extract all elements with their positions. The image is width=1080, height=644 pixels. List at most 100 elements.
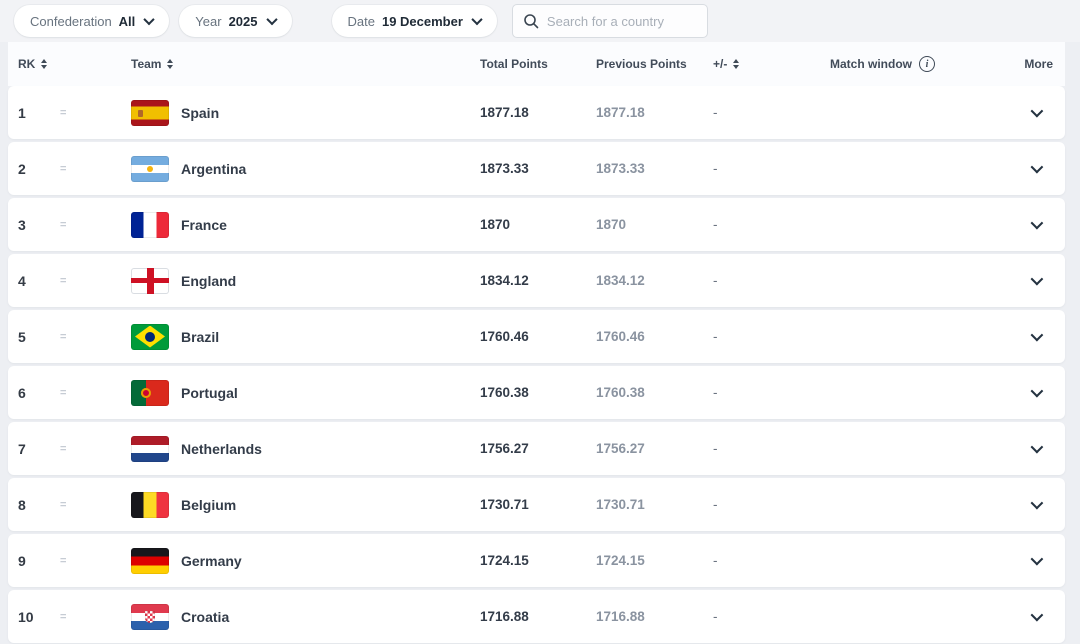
header-previous-points: Previous Points (596, 57, 687, 71)
rank-value: 8 (18, 496, 26, 513)
expand-row-button[interactable] (1005, 384, 1065, 398)
expand-row-button[interactable] (1005, 216, 1065, 230)
plus-minus-value: - (713, 105, 718, 120)
expand-row-button[interactable] (1005, 608, 1065, 622)
chevron-down-icon (1030, 496, 1043, 510)
table-row[interactable]: 4 = England 1834.12 1834.12 - (8, 254, 1065, 307)
expand-row-button[interactable] (1005, 440, 1065, 454)
flag-cell (121, 211, 171, 238)
table-header: RK Team Total Points Previous Points +/-… (8, 42, 1065, 86)
rank-value: 1 (18, 104, 26, 121)
table-row[interactable]: 1 = Spain 1877.18 1877.18 - (8, 86, 1065, 139)
plus-minus-value: - (713, 329, 718, 344)
flag-cell (121, 547, 171, 574)
header-plus-minus[interactable]: +/- (713, 57, 830, 71)
table-row[interactable]: 7 = Netherlands 1756.27 1756.27 - (8, 422, 1065, 475)
flag-cell (121, 603, 171, 630)
flag-cell (121, 323, 171, 350)
plus-minus-value: - (713, 609, 718, 624)
table-row[interactable]: 9 = Germany 1724.15 1724.15 - (8, 534, 1065, 587)
total-points-value: 1877.18 (480, 105, 529, 120)
france-flag (131, 211, 169, 238)
confederation-filter-value: All (118, 13, 136, 29)
header-rank[interactable]: RK (8, 57, 52, 71)
total-points-value: 1870 (480, 217, 511, 232)
rank-value: 3 (18, 216, 26, 233)
flag-cell (121, 379, 171, 406)
chevron-down-icon (471, 13, 483, 26)
total-points-value: 1873.33 (480, 161, 529, 176)
table-body: 1 = Spain 1877.18 1877.18 - 2 = Argentin… (0, 86, 1080, 643)
rank-change-indicator: = (60, 162, 67, 175)
table-row[interactable]: 5 = Brazil 1760.46 1760.46 - (8, 310, 1065, 363)
header-match-window: Match window i (830, 56, 1005, 72)
plus-minus-value: - (713, 217, 718, 232)
previous-points-value: 1877.18 (596, 105, 645, 120)
previous-points-value: 1730.71 (596, 497, 645, 512)
plus-minus-value: - (713, 497, 718, 512)
rank-change-indicator: = (60, 498, 67, 511)
date-filter-dropdown[interactable]: Date 19 December (331, 5, 497, 37)
chevron-down-icon (1030, 272, 1043, 286)
chevron-down-icon (265, 13, 278, 26)
chevron-down-icon (1030, 104, 1043, 118)
total-points-value: 1724.15 (480, 553, 529, 568)
sort-icon (733, 59, 740, 69)
brazil-flag (131, 323, 169, 350)
table-row[interactable]: 3 = France 1870 1870 - (8, 198, 1065, 251)
rank-change-indicator: = (60, 554, 67, 567)
total-points-value: 1760.46 (480, 329, 529, 344)
header-total-points: Total Points (480, 57, 548, 71)
chevron-down-icon (1030, 608, 1043, 622)
header-team[interactable]: Team (121, 57, 480, 71)
flag-cell (121, 267, 171, 294)
year-filter-dropdown[interactable]: Year 2025 (179, 5, 292, 37)
flag-cell (121, 99, 171, 126)
rank-change-indicator: = (60, 386, 67, 399)
rank-value: 4 (18, 272, 26, 289)
date-filter-label: Date (347, 13, 375, 29)
total-points-value: 1730.71 (480, 497, 529, 512)
table-row[interactable]: 8 = Belgium 1730.71 1730.71 - (8, 478, 1065, 531)
rank-value: 10 (18, 608, 34, 625)
croatia-flag (131, 603, 169, 630)
team-name: Belgium (181, 496, 237, 513)
rank-change-indicator: = (60, 274, 67, 287)
expand-row-button[interactable] (1005, 552, 1065, 566)
chevron-down-icon (1030, 384, 1043, 398)
plus-minus-value: - (713, 161, 718, 176)
team-name: France (181, 216, 227, 233)
sort-icon (41, 59, 48, 69)
flag-cell (121, 155, 171, 182)
sort-icon (167, 59, 174, 69)
team-name: Brazil (181, 328, 220, 345)
plus-minus-value: - (713, 441, 718, 456)
chevron-down-icon (1030, 552, 1043, 566)
info-icon[interactable]: i (919, 56, 935, 72)
expand-row-button[interactable] (1005, 496, 1065, 510)
confederation-filter-dropdown[interactable]: Confederation All (14, 5, 170, 37)
total-points-value: 1760.38 (480, 385, 529, 400)
rank-change-indicator: = (60, 442, 67, 455)
table-row[interactable]: 2 = Argentina 1873.33 1873.33 - (8, 142, 1065, 195)
table-row[interactable]: 10 = Croatia 1716.88 1716.88 - (8, 590, 1065, 643)
previous-points-value: 1760.38 (596, 385, 645, 400)
team-name: Netherlands (181, 440, 262, 457)
expand-row-button[interactable] (1005, 272, 1065, 286)
team-name: Portugal (181, 384, 238, 401)
previous-points-value: 1724.15 (596, 553, 645, 568)
year-filter-label: Year (195, 13, 222, 29)
rank-change-indicator: = (60, 610, 67, 623)
rank-value: 5 (18, 328, 26, 345)
filter-bar: Confederation All Year 2025 Date 19 Dece… (0, 0, 1080, 42)
belgium-flag (131, 491, 169, 518)
expand-row-button[interactable] (1005, 104, 1065, 118)
table-row[interactable]: 6 = Portugal 1760.38 1760.38 - (8, 366, 1065, 419)
search-input[interactable] (546, 13, 697, 29)
plus-minus-value: - (713, 553, 718, 568)
plus-minus-value: - (713, 273, 718, 288)
expand-row-button[interactable] (1005, 328, 1065, 342)
rank-change-indicator: = (60, 330, 67, 343)
team-name: Spain (181, 104, 220, 121)
expand-row-button[interactable] (1005, 160, 1065, 174)
